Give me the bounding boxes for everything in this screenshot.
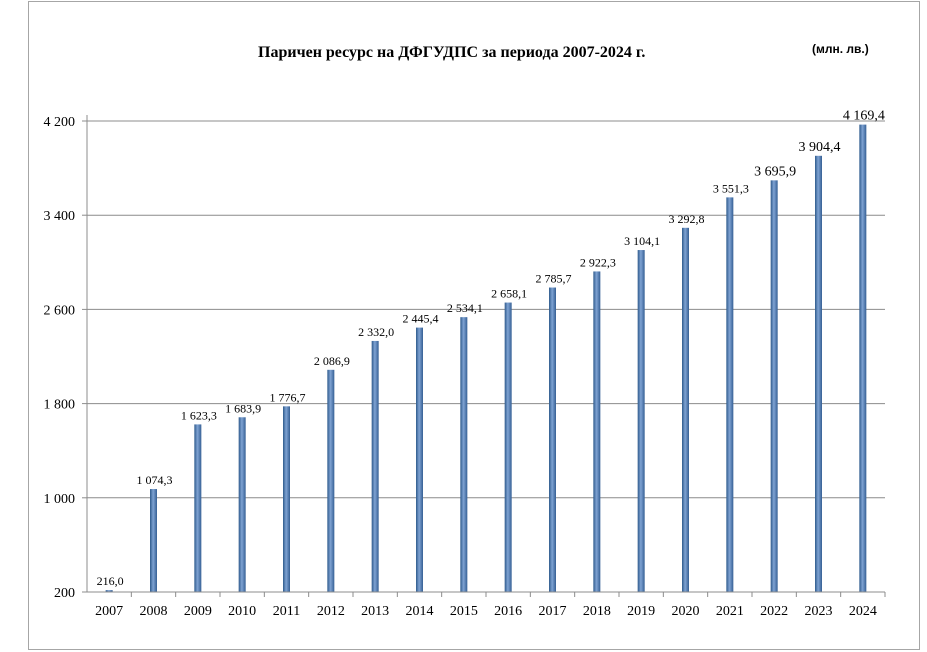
bar xyxy=(859,124,867,592)
bar xyxy=(416,327,423,592)
x-tick-label: 2012 xyxy=(317,604,345,619)
data-label: 2 086,9 xyxy=(314,354,350,368)
x-tick-label: 2017 xyxy=(539,604,567,619)
y-tick-label: 3 400 xyxy=(44,209,76,224)
bar xyxy=(726,197,734,592)
axes: 200 1 000 1 800 2 600 3 400 4 200 2007 2008 2009… xyxy=(44,115,886,619)
bar xyxy=(770,180,778,592)
labels: 216,0 1 074,3 1 623,3 1 683,9 1 776,7 2 086,9… xyxy=(97,109,885,589)
x-tick-label: 2014 xyxy=(406,604,434,619)
bar xyxy=(150,489,157,592)
x-tick-label: 2007 xyxy=(95,604,123,619)
data-label: 2 658,1 xyxy=(491,287,527,301)
data-label: 3 551,3 xyxy=(713,181,749,195)
bars xyxy=(105,124,867,593)
x-tick-label: 2008 xyxy=(140,604,168,619)
data-label: 2 534,1 xyxy=(447,301,483,315)
x-tick-label: 2021 xyxy=(716,604,744,619)
bar xyxy=(238,417,246,592)
x-tick-label: 2023 xyxy=(805,604,833,619)
y-tick-label: 1 000 xyxy=(44,492,76,507)
data-label: 1 776,7 xyxy=(270,390,306,404)
bar xyxy=(371,340,379,592)
data-label: 2 445,4 xyxy=(403,312,439,326)
bar xyxy=(815,155,822,593)
bar xyxy=(504,302,512,592)
data-label: 1 683,9 xyxy=(225,401,261,415)
y-tick-label: 1 800 xyxy=(44,398,76,413)
gridlines xyxy=(87,120,885,499)
data-label: 3 292,8 xyxy=(669,212,705,226)
bar xyxy=(105,590,113,592)
x-tick-label: 2010 xyxy=(228,604,256,619)
y-tick-label: 200 xyxy=(54,586,75,601)
bar xyxy=(460,317,468,592)
y-tick-label: 4 200 xyxy=(44,115,76,130)
x-tick-label: 2019 xyxy=(627,604,655,619)
bar xyxy=(682,227,689,592)
x-tick-label: 2024 xyxy=(849,604,877,619)
data-label: 3 904,4 xyxy=(799,140,841,155)
bar xyxy=(549,287,556,592)
x-tick-label: 2011 xyxy=(273,604,300,619)
y-tick-label: 2 600 xyxy=(44,303,76,318)
data-label: 216,0 xyxy=(97,574,124,588)
data-label: 1 074,3 xyxy=(137,473,173,487)
data-label: 3 104,1 xyxy=(624,234,660,248)
chart-title: Паричен ресурс на ДФГУДПС за периода 200… xyxy=(258,44,646,61)
bar xyxy=(194,424,202,592)
bar xyxy=(327,369,335,592)
data-label: 2 785,7 xyxy=(536,272,572,286)
x-tick-label: 2020 xyxy=(672,604,700,619)
unit-label: (млн. лв.) xyxy=(812,42,869,56)
bar xyxy=(283,406,290,592)
x-tick-label: 2015 xyxy=(450,604,478,619)
data-label: 3 695,9 xyxy=(754,164,796,179)
bar xyxy=(637,250,645,592)
data-label: 2 922,3 xyxy=(580,255,616,269)
data-label: 2 332,0 xyxy=(358,325,394,339)
x-tick-label: 2013 xyxy=(361,604,389,619)
x-tick-label: 2022 xyxy=(760,604,788,619)
bar xyxy=(593,271,601,592)
x-tick-label: 2018 xyxy=(583,604,611,619)
x-tick-label: 2016 xyxy=(494,604,522,619)
data-label: 1 623,3 xyxy=(181,408,217,422)
data-label: 4 169,4 xyxy=(843,109,885,124)
x-tick-label: 2009 xyxy=(184,604,212,619)
